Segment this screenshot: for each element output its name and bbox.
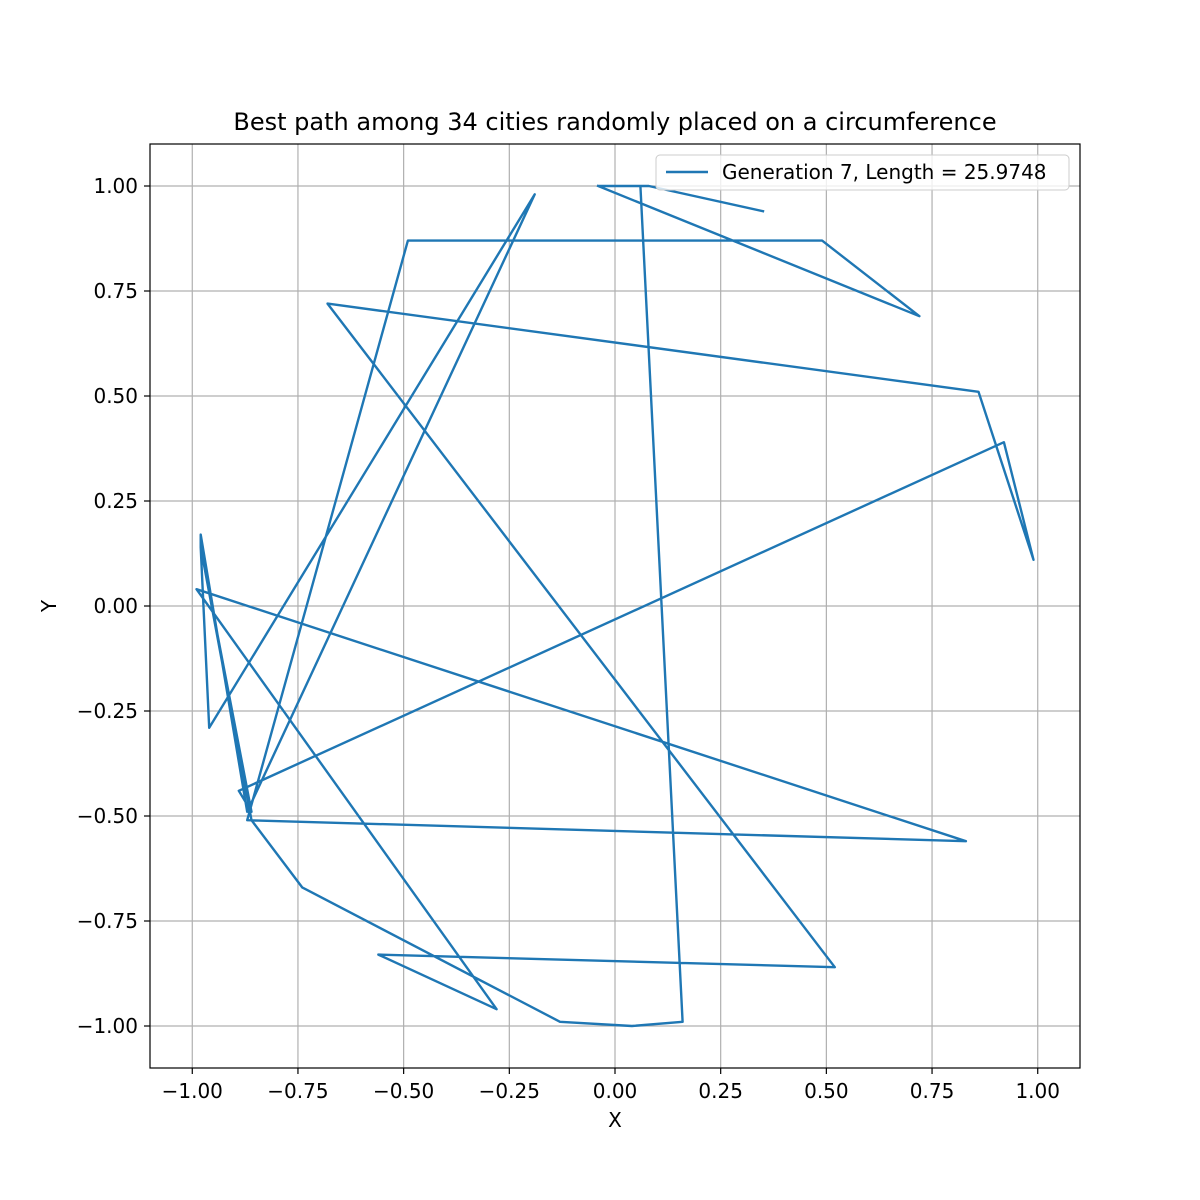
y-axis: −1.00 −0.75 −0.50 −0.25 0.00 0.25 0.50 0.75 1.00 (77, 174, 150, 1038)
y-tick-label: −0.50 (77, 804, 138, 828)
y-tick-label: 0.00 (93, 594, 138, 618)
legend-box (655, 154, 1070, 191)
y-tick-label: −0.25 (77, 699, 138, 723)
x-tick-label: −1.00 (162, 1079, 223, 1103)
x-tick-label: 0.50 (804, 1079, 849, 1103)
y-tick-label: 0.50 (93, 384, 138, 408)
x-tick-label: −0.75 (267, 1079, 328, 1103)
y-axis-label: Y (37, 599, 61, 613)
x-tick-label: −0.25 (479, 1079, 540, 1103)
series-line (195, 184, 1035, 1028)
legend-label: Generation 7, Length = 25.9748 (722, 160, 1047, 184)
x-tick-label: 0.00 (593, 1079, 638, 1103)
x-axis: −1.00 −0.75 −0.50 −0.25 0.00 0.25 0.50 0.75 1.00 (162, 1068, 1060, 1103)
x-tick-label: −0.50 (373, 1079, 434, 1103)
y-tick-label: −1.00 (77, 1014, 138, 1038)
x-tick-label: 0.25 (698, 1079, 743, 1103)
x-tick-label: 1.00 (1015, 1079, 1060, 1103)
path-lines (195, 184, 1035, 1028)
y-tick-label: −0.75 (77, 909, 138, 933)
y-tick-label: 0.75 (93, 279, 138, 303)
y-tick-label: 0.25 (93, 489, 138, 513)
x-tick-label: 0.75 (910, 1079, 955, 1103)
y-tick-label: 1.00 (93, 174, 138, 198)
x-axis-label: X (608, 1108, 622, 1132)
chart-title: Best path among 34 cities randomly place… (233, 108, 996, 136)
legend: Generation 7, Length = 25.9748 (655, 154, 1070, 191)
